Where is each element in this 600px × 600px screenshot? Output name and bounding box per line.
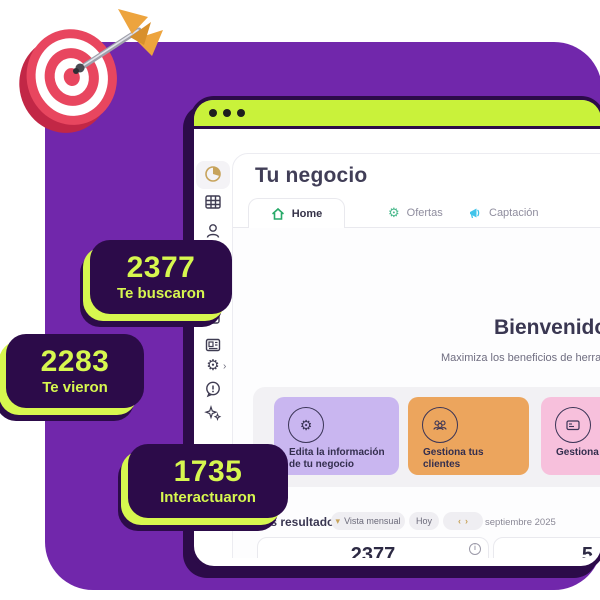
card-manage-products[interactable]: Gestiona tus <box>541 397 600 475</box>
badge-value: 2377 <box>126 250 196 284</box>
card-icon <box>555 407 591 443</box>
dartboard-icon <box>19 9 163 133</box>
view-selector-label: Vista mensual <box>344 516 401 526</box>
main-panel: Tu negocio Home ⚙ Ofertas Captación <box>232 153 600 558</box>
table-icon[interactable] <box>204 193 222 211</box>
tab-label: Ofertas <box>406 206 443 219</box>
clients-icon <box>422 407 458 443</box>
stat-value: 2377 <box>350 544 396 558</box>
chat-alert-icon[interactable] <box>204 380 222 398</box>
user-icon[interactable] <box>204 222 222 240</box>
badge-interactuaron: 1735 Interactuaron <box>128 444 288 518</box>
window-control-dot[interactable] <box>223 109 231 117</box>
id-card-icon[interactable] <box>204 336 222 354</box>
pie-chart-icon[interactable] <box>204 165 222 183</box>
sidebar-active-highlight <box>196 161 230 189</box>
action-cards-container: ⚙ Edita la información de tu negocio Ges… <box>253 387 600 487</box>
sparkles-icon[interactable] <box>204 404 222 422</box>
card-label: Gestiona tus <box>556 447 600 458</box>
window-control-dot[interactable] <box>237 109 245 117</box>
tab-captacion[interactable]: Captación <box>468 198 539 227</box>
welcome-heading: Bienvenido, C <box>494 316 600 339</box>
today-label: Hoy <box>415 516 432 526</box>
badge-value: 2283 <box>40 344 110 378</box>
tab-bar: Home ⚙ Ofertas Captación <box>233 198 600 229</box>
window-control-dot[interactable] <box>209 109 217 117</box>
settings-icon[interactable]: ⚙ › <box>206 357 227 374</box>
chevron-left-icon[interactable]: ‹ <box>458 516 461 526</box>
card-manage-clients[interactable]: Gestiona tus clientes <box>408 397 529 475</box>
card-label: Edita la información de tu negocio <box>289 447 385 470</box>
view-selector-dropdown[interactable]: ▾ Vista mensual <box>331 512 405 530</box>
period-label: septiembre 2025 <box>485 517 556 528</box>
badge-label: Interactuaron <box>160 488 256 506</box>
card-edit-business[interactable]: ⚙ Edita la información de tu negocio <box>274 397 399 475</box>
home-icon <box>271 207 285 221</box>
megaphone-icon <box>468 206 482 220</box>
info-icon[interactable]: i <box>469 543 481 555</box>
today-button[interactable]: Hoy <box>409 512 439 530</box>
tab-label: Home <box>291 208 323 220</box>
dashboard-content: Bienvenido, C Maximiza los beneficios de… <box>233 228 600 558</box>
chevron-right-icon[interactable]: › <box>465 516 468 526</box>
badge-te-buscaron: 2377 Te buscaron <box>90 240 232 314</box>
tab-home[interactable]: Home <box>248 198 345 229</box>
tab-label: Captación <box>489 206 539 219</box>
welcome-subtitle: Maximiza los beneficios de herramie <box>441 352 600 364</box>
dartboard-illustration <box>2 0 177 150</box>
badge-label: Te vieron <box>42 378 108 396</box>
page-title: Tu negocio <box>255 164 368 187</box>
card-label: Gestiona tus clientes <box>423 447 484 470</box>
stat-value: 5 <box>581 544 593 558</box>
gear-icon: ⚙ <box>288 407 324 443</box>
window-titlebar <box>194 100 600 129</box>
gear-icon: ⚙ <box>388 204 400 220</box>
badge-label: Te buscaron <box>116 284 206 302</box>
stat-card-vieron: 5 Te v <box>493 537 600 558</box>
badge-value: 1735 <box>173 454 243 488</box>
tab-ofertas[interactable]: ⚙ Ofertas <box>388 198 443 227</box>
period-navigation: ‹ › <box>443 512 483 530</box>
results-heading: Mis resultados <box>257 515 342 529</box>
chevron-down-icon: ▾ <box>335 515 341 526</box>
stat-card-buscaron: i 2377 Te buscaron <box>257 537 489 558</box>
badge-te-vieron: 2283 Te vieron <box>6 334 144 408</box>
